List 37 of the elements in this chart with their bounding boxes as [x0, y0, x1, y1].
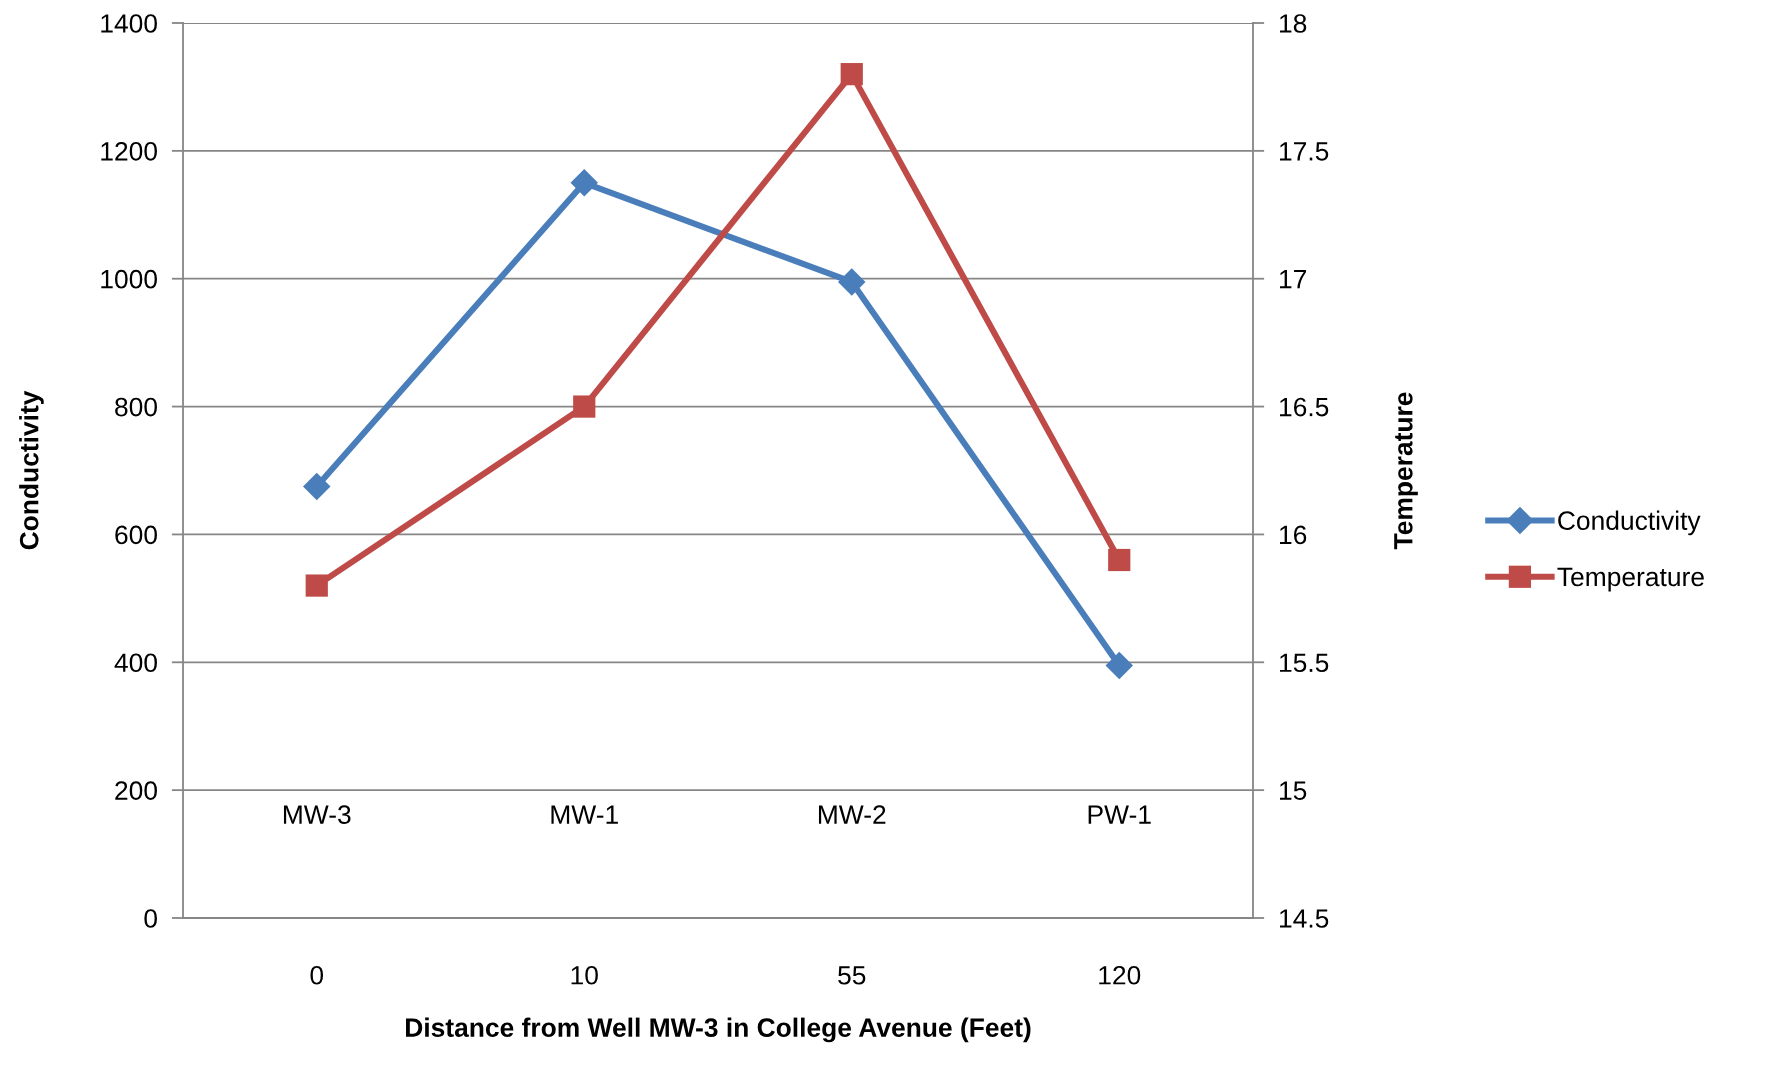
y-tick-label: 400: [114, 653, 157, 673]
y-tick-label: 1200: [101, 141, 157, 161]
y2-tick-label: 17: [1280, 270, 1307, 289]
point: [303, 472, 331, 501]
y-axis-title: Conductivity: [19, 390, 44, 550]
y-tick-label: 600: [115, 525, 157, 545]
y-tick-label: 1000: [101, 269, 157, 289]
point: [1108, 548, 1131, 572]
x-tick-label: 55: [838, 966, 866, 985]
point: [573, 395, 596, 418]
point: [840, 63, 863, 86]
annotation: MW-1: [551, 805, 618, 824]
y2-tick-label: 17.5: [1280, 142, 1329, 161]
legend-label: Temperature: [1557, 567, 1704, 592]
y-tick-label: 200: [115, 781, 157, 800]
point: [1105, 651, 1133, 680]
y2-tick-label: 14.5: [1280, 909, 1329, 928]
y-tick-label: 1400: [101, 14, 157, 33]
legend-label: Conductivity: [1558, 510, 1701, 536]
x-tick-label: 0: [310, 965, 324, 985]
x-tick-label: 120: [1099, 965, 1141, 985]
y2-axis-title: Temperature: [1394, 392, 1418, 550]
y2-tick-label: 16: [1280, 525, 1307, 545]
y2-tick-label: 16.5: [1280, 397, 1329, 417]
annotation: PW-1: [1088, 805, 1151, 824]
y2-tick-label: 15.5: [1280, 653, 1329, 673]
point: [570, 169, 598, 197]
x-axis-title: Distance from Well MW-3 in College Avenue (Feet): [406, 1017, 1031, 1043]
point: [305, 574, 328, 597]
x-tick-label: 10: [571, 965, 598, 985]
point: [838, 268, 866, 296]
y-tick-label: 800: [115, 397, 157, 417]
y2-tick-label: 18: [1280, 14, 1307, 33]
annotation: MW-3: [283, 805, 351, 824]
annotation: MW-2: [818, 805, 886, 824]
y-tick-label: 0: [144, 909, 157, 928]
y2-tick-label: 15: [1280, 781, 1307, 800]
